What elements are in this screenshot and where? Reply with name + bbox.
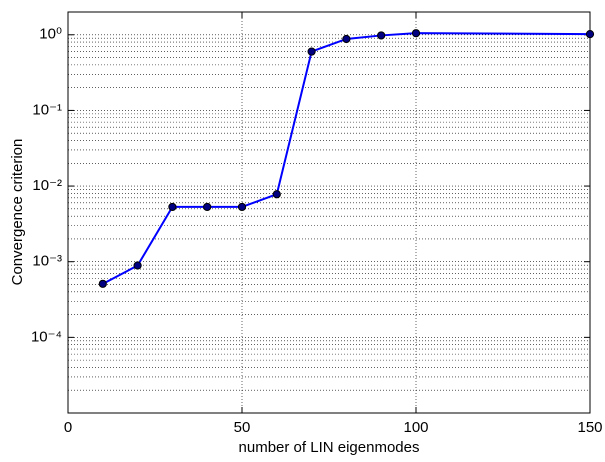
data-point [377,31,386,40]
x-tick-label: 0 [64,419,72,436]
data-point [203,202,212,212]
data-point [168,202,177,212]
y-tick-label: 10⁻⁴ [31,328,62,345]
y-tick-label: 10⁻² [32,177,62,194]
x-tick-label: 50 [234,419,251,436]
axes-box [67,11,591,414]
y-axis-label: Convergence criterion [9,139,26,286]
y-tick-label: 10⁰ [39,26,62,43]
data-point [342,34,351,44]
data-point [272,190,281,199]
data-point [237,202,247,212]
x-tick-label: 100 [403,419,428,436]
y-tick-label: 10⁻³ [32,253,62,270]
data-point [133,261,142,270]
data-point [307,47,316,56]
y-tick-label: 10⁻¹ [32,101,62,118]
x-tick-label: 150 [577,419,602,436]
data-point [411,29,421,38]
data-point [98,279,107,288]
x-axis-label: number of LIN eigenmodes [239,439,420,456]
data-point [585,30,595,39]
